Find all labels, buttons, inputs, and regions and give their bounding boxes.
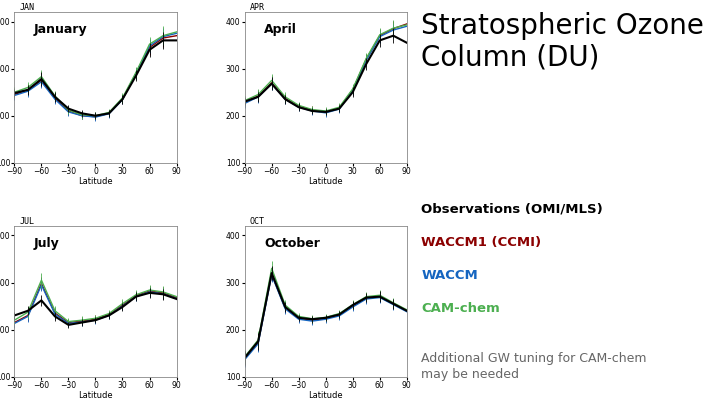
Text: Additional GW tuning for CAM-chem
may be needed: Additional GW tuning for CAM-chem may be… xyxy=(421,352,647,381)
Text: WACCM: WACCM xyxy=(421,269,478,282)
Text: October: October xyxy=(264,237,320,249)
X-axis label: Latitude: Latitude xyxy=(78,391,113,400)
Text: January: January xyxy=(34,23,88,36)
Text: JAN: JAN xyxy=(19,3,35,12)
Text: Observations (OMI/MLS): Observations (OMI/MLS) xyxy=(421,202,603,215)
X-axis label: Latitude: Latitude xyxy=(308,391,343,400)
Text: OCT: OCT xyxy=(250,217,264,226)
Text: July: July xyxy=(34,237,60,249)
X-axis label: Latitude: Latitude xyxy=(78,177,113,186)
Text: JUL: JUL xyxy=(19,217,35,226)
Text: April: April xyxy=(264,23,297,36)
Text: WACCM1 (CCMI): WACCM1 (CCMI) xyxy=(421,236,541,249)
Text: Stratospheric Ozone
Column (DU): Stratospheric Ozone Column (DU) xyxy=(421,12,704,71)
Text: APR: APR xyxy=(250,3,264,12)
X-axis label: Latitude: Latitude xyxy=(308,177,343,186)
Text: CAM-chem: CAM-chem xyxy=(421,302,500,315)
